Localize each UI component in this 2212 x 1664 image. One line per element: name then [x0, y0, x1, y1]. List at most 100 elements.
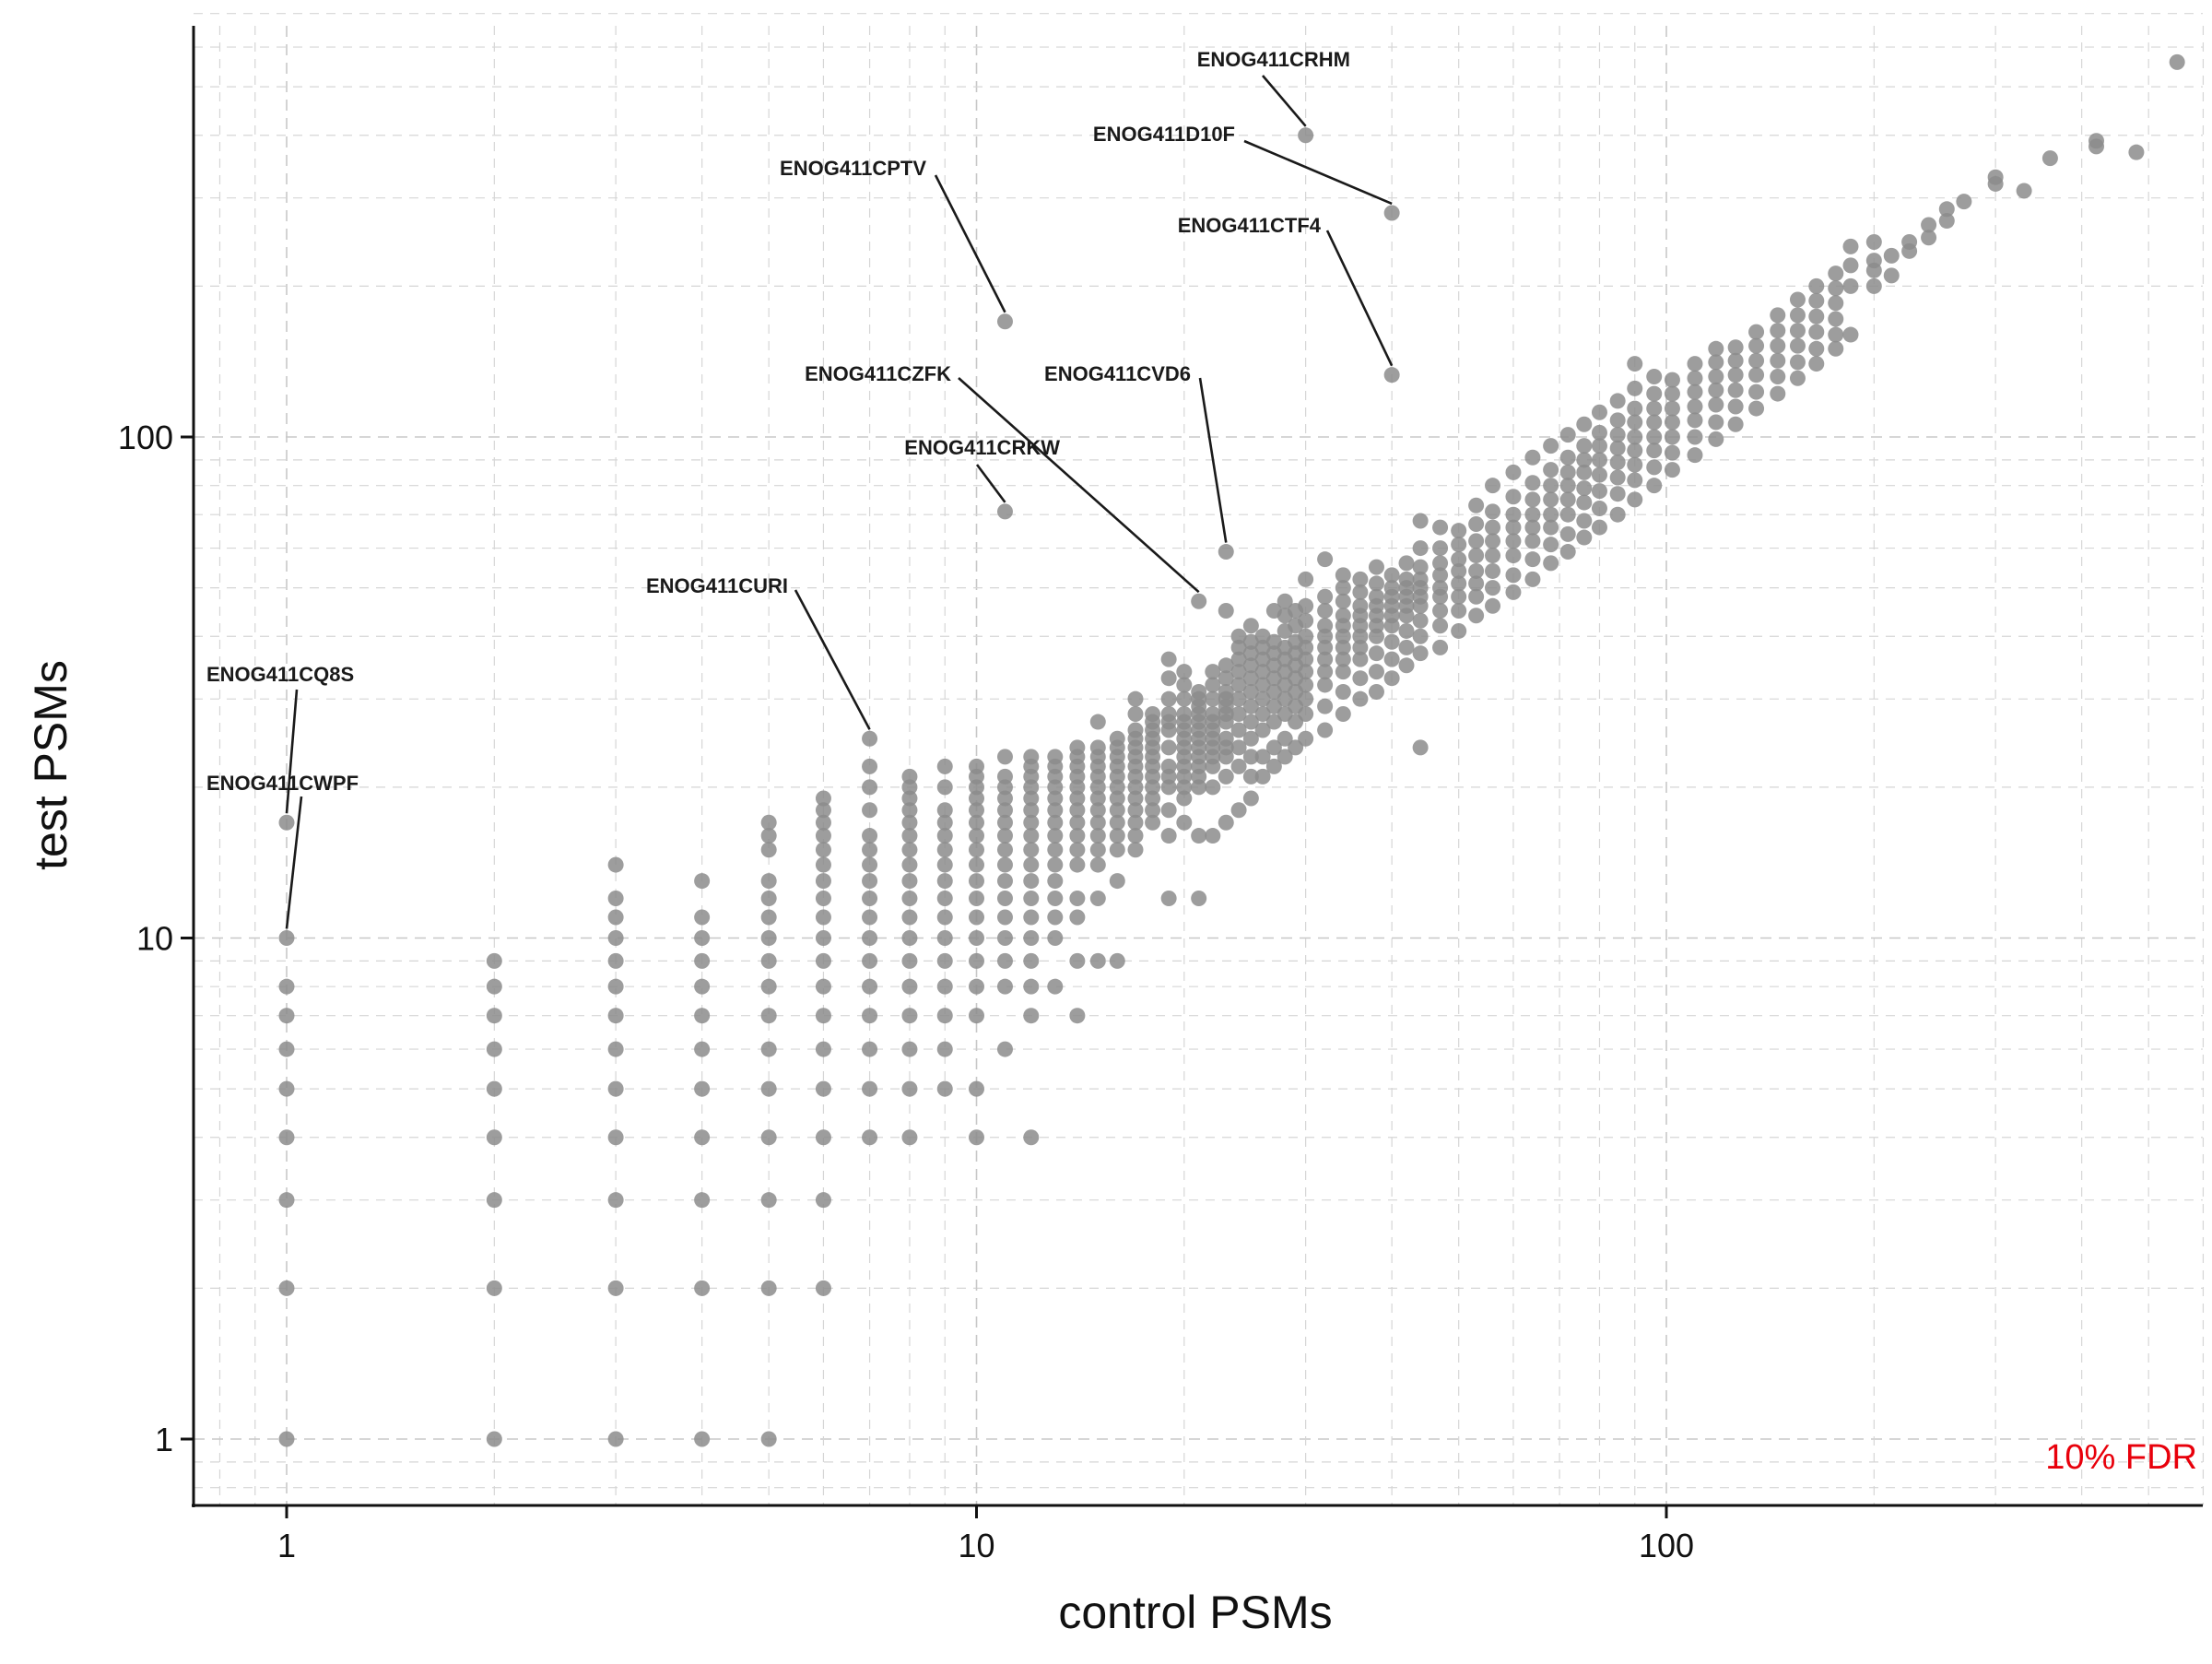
data-point	[2016, 183, 2032, 199]
data-point	[996, 1041, 1013, 1057]
data-point	[1505, 533, 1522, 549]
data-point	[969, 952, 984, 969]
data-point	[1023, 802, 1040, 819]
data-point	[1368, 664, 1384, 680]
data-point	[1646, 459, 1663, 476]
data-point	[1047, 909, 1064, 926]
data-point	[1748, 337, 1765, 354]
data-point	[1089, 890, 1106, 906]
label-leader-line	[958, 377, 1200, 594]
data-point	[1089, 714, 1106, 730]
data-point	[1254, 705, 1271, 722]
point-labels: ENOG411CRHM ENOG411D10F ENOG411CPTV ENOG411…	[206, 48, 1394, 929]
data-point	[1089, 814, 1106, 831]
data-point	[996, 952, 1013, 969]
data-point	[1047, 873, 1064, 890]
data-point	[1023, 749, 1040, 765]
data-point	[760, 1431, 777, 1447]
point-label: ENOG411CQ8S	[206, 663, 354, 686]
data-point	[694, 1129, 711, 1146]
data-point	[1317, 602, 1334, 619]
data-point	[1069, 802, 1086, 819]
data-point	[1368, 588, 1384, 605]
data-point	[1352, 651, 1369, 667]
data-point	[1317, 651, 1334, 667]
data-point	[1808, 308, 1825, 325]
data-point	[1748, 324, 1765, 340]
data-point	[278, 1431, 295, 1447]
data-point	[1559, 427, 1576, 443]
data-point	[901, 1041, 918, 1057]
data-point	[760, 842, 777, 858]
data-point	[1176, 677, 1193, 693]
data-point	[1921, 217, 1937, 233]
data-point	[1451, 622, 1467, 639]
data-point	[1242, 683, 1259, 700]
data-point	[760, 828, 777, 844]
data-point	[1069, 1008, 1086, 1024]
data-point	[1412, 645, 1429, 662]
data-point	[1938, 201, 1955, 218]
label-leader-line	[285, 796, 303, 929]
data-point	[1160, 670, 1177, 687]
data-point	[996, 814, 1013, 831]
data-point	[1109, 873, 1125, 890]
data-point	[1023, 930, 1040, 946]
point-label: ENOG411CVD6	[1044, 362, 1191, 385]
data-point	[1789, 307, 1806, 324]
point-label: ENOG411CTF4	[1178, 214, 1322, 237]
data-point	[862, 873, 878, 890]
data-point	[969, 1008, 984, 1024]
data-point	[936, 758, 953, 774]
data-point	[1317, 588, 1334, 605]
data-point	[1485, 478, 1501, 494]
data-point	[936, 802, 953, 819]
data-point	[1298, 705, 1314, 722]
x-tick-label: 1	[277, 1527, 296, 1564]
data-point	[1335, 580, 1351, 596]
data-point	[815, 828, 831, 844]
data-point	[996, 890, 1013, 906]
data-points	[278, 53, 2185, 1447]
data-point	[1664, 429, 1680, 445]
data-point	[1317, 677, 1334, 693]
data-point	[1828, 295, 1844, 312]
data-point	[1708, 382, 1724, 398]
data-point	[1708, 368, 1724, 384]
data-point	[1089, 739, 1106, 756]
data-point	[1432, 602, 1449, 619]
data-point	[1485, 562, 1501, 579]
data-point	[901, 978, 918, 995]
data-point	[1559, 544, 1576, 561]
data-point	[694, 1041, 711, 1057]
data-point	[815, 1192, 831, 1209]
data-point	[607, 1041, 624, 1057]
data-point	[1505, 464, 1522, 480]
data-point	[1335, 664, 1351, 680]
data-point	[1317, 664, 1334, 680]
data-point	[1218, 814, 1234, 831]
data-point	[760, 890, 777, 906]
data-point	[862, 952, 878, 969]
data-point	[1468, 497, 1485, 513]
data-point	[1789, 370, 1806, 386]
data-point	[815, 952, 831, 969]
data-point	[1145, 814, 1161, 831]
point-label: ENOG411CRHM	[1197, 48, 1350, 71]
data-point	[1242, 633, 1259, 650]
data-point	[1664, 372, 1680, 388]
data-point	[2088, 133, 2105, 149]
data-point	[901, 814, 918, 831]
data-point	[1335, 639, 1351, 655]
data-point	[1047, 930, 1064, 946]
data-point	[901, 1080, 918, 1097]
data-point	[1023, 842, 1040, 858]
data-point	[1576, 438, 1593, 454]
data-point	[486, 952, 502, 969]
data-point	[1160, 758, 1177, 774]
data-point	[278, 1080, 295, 1097]
data-point	[1451, 562, 1467, 579]
data-point	[1230, 802, 1247, 819]
data-point	[1559, 478, 1576, 494]
data-point	[996, 802, 1013, 819]
